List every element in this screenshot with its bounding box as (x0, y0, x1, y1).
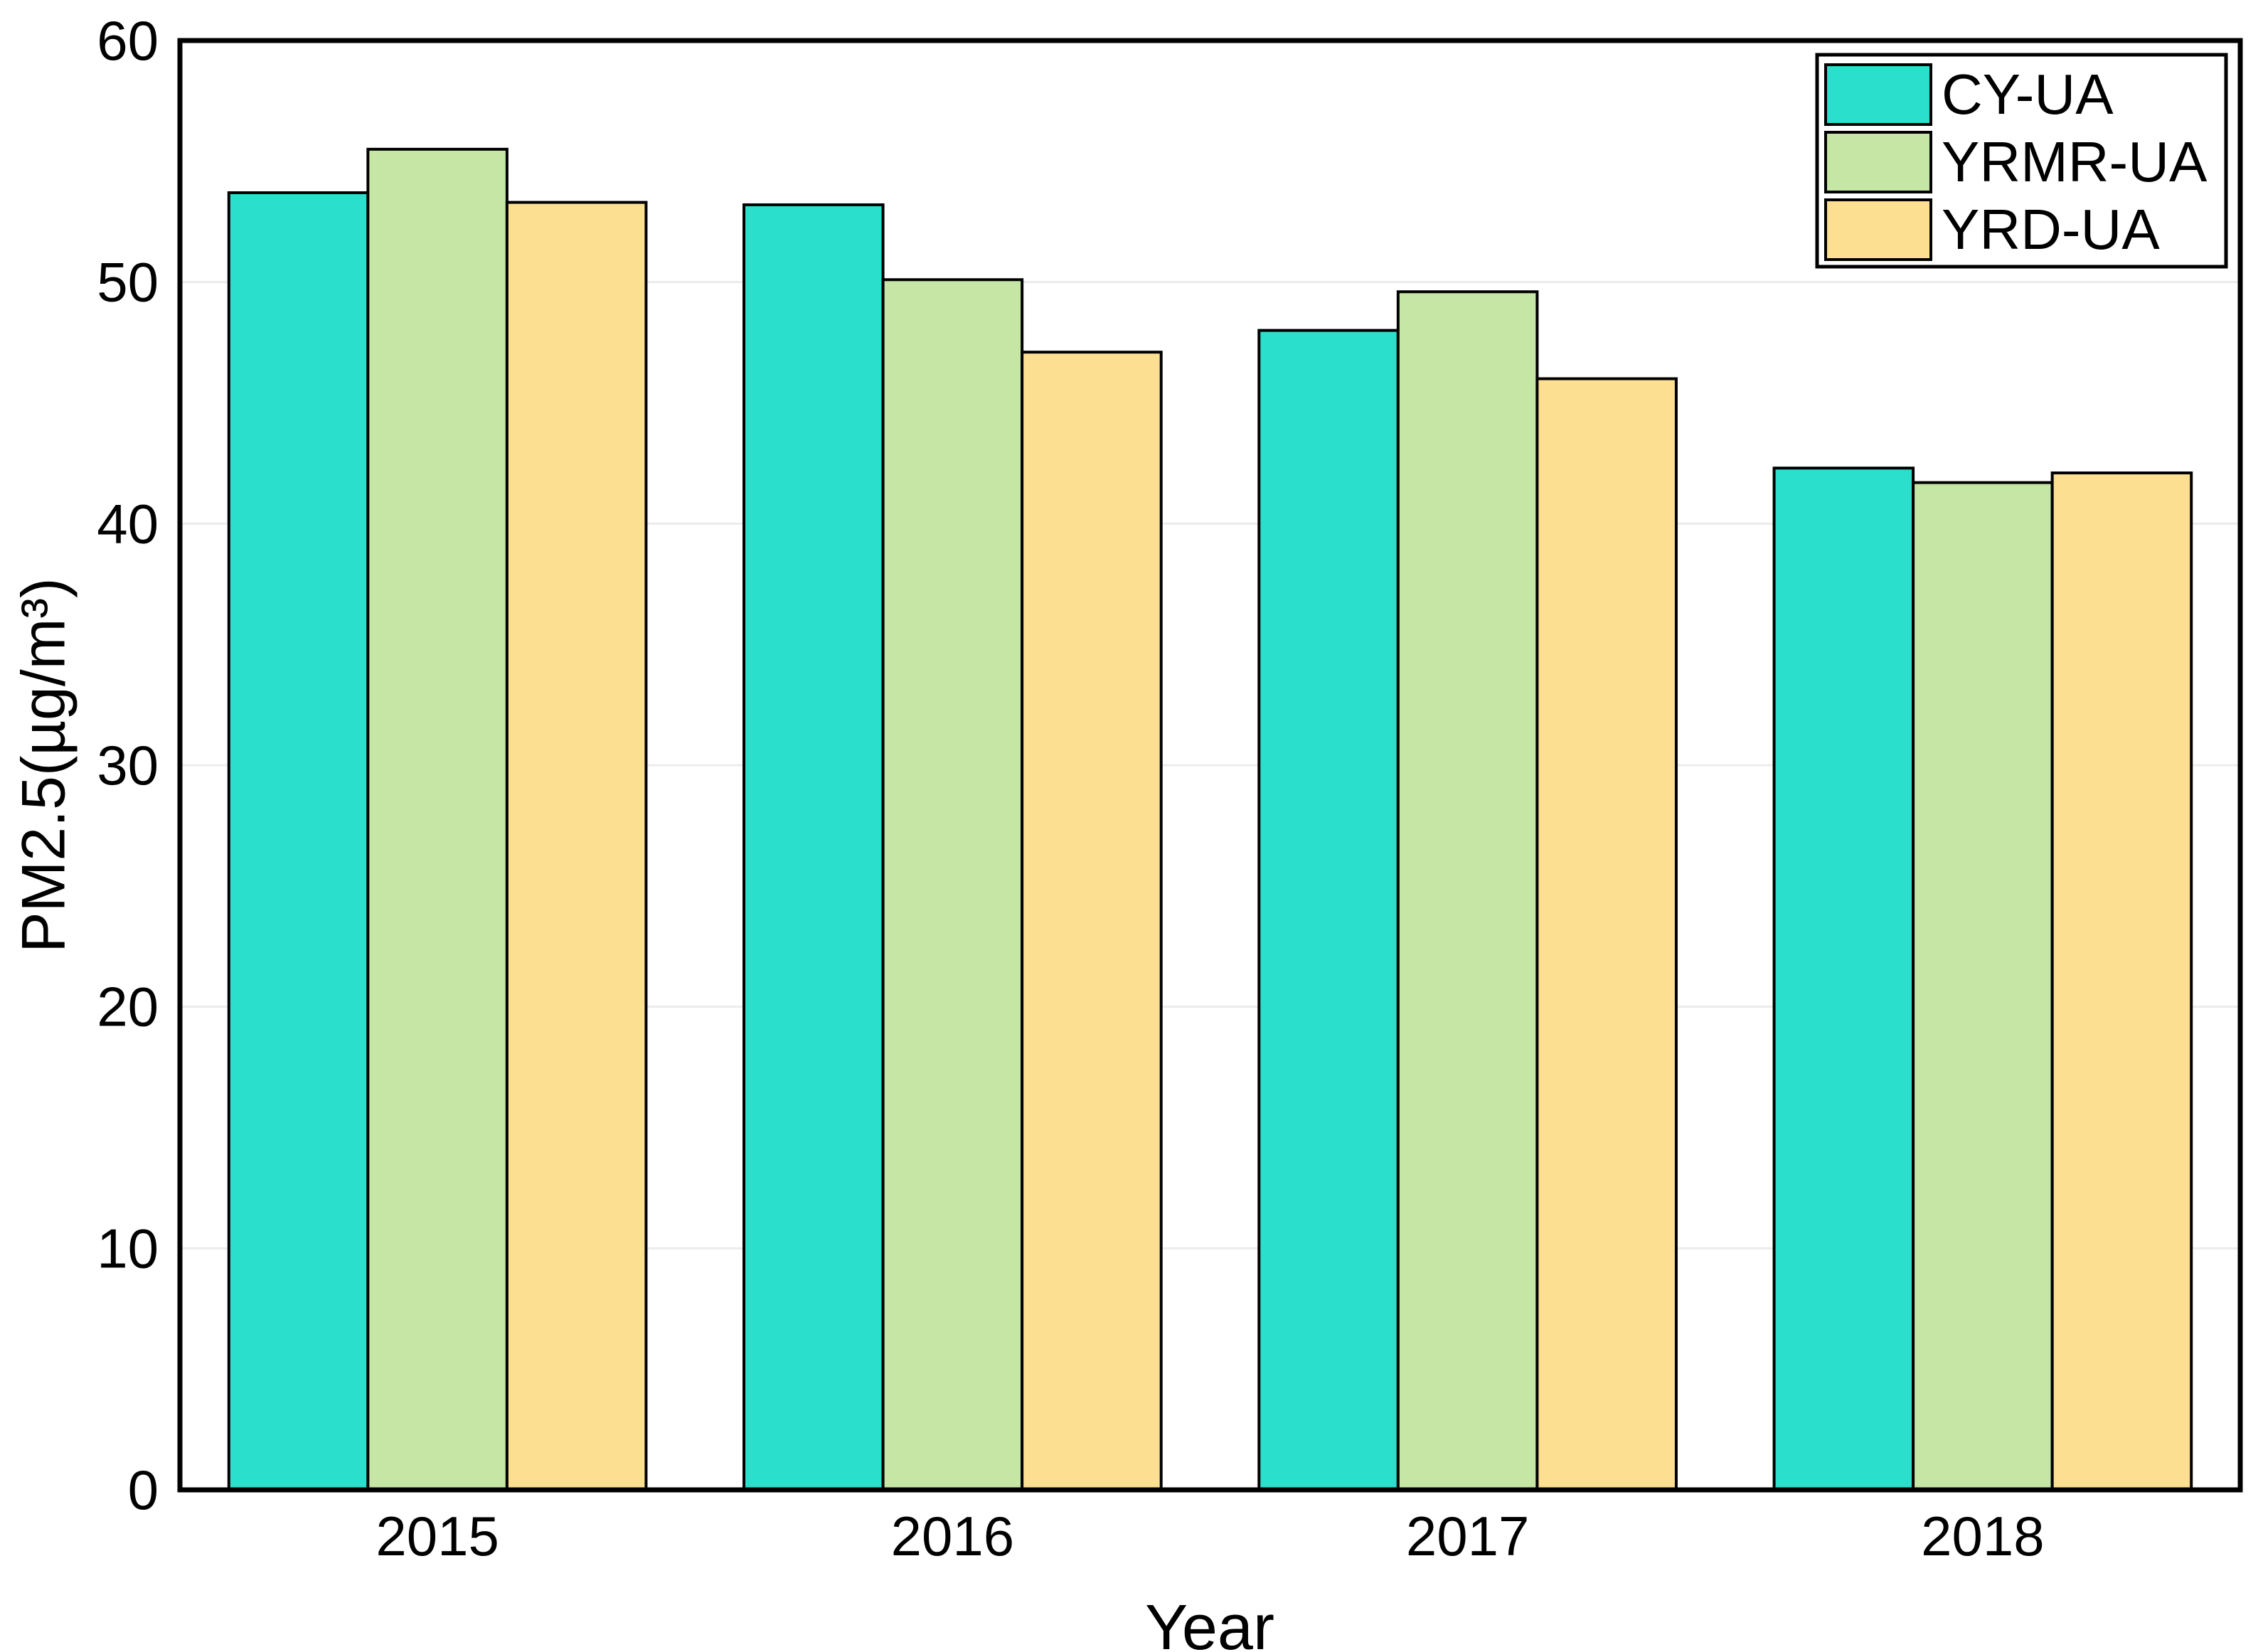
bar-2018-YRMR-UA (1912, 481, 2054, 1492)
y-tick-label-10: 10 (97, 1217, 159, 1279)
bar-2016-YRD-UA (1021, 351, 1163, 1491)
y-tick-label-40: 40 (97, 492, 159, 555)
y-axis-title: PM2.5(µg/m³) (9, 577, 78, 953)
y-tick-label-0: 0 (128, 1459, 159, 1521)
bar-2015-YRD-UA (505, 201, 648, 1491)
bar-2017-YRMR-UA (1396, 290, 1539, 1492)
bar-2018-YRD-UA (2050, 471, 2193, 1492)
bar-2015-CY-UA (227, 191, 370, 1491)
axis-frame (177, 38, 2243, 1493)
y-tick-label-20: 20 (97, 976, 159, 1038)
legend-label-YRD-UA: YRD-UA (1942, 198, 2160, 261)
legend-label-YRMR-UA: YRMR-UA (1942, 130, 2208, 193)
x-tick-label-2017: 2017 (1406, 1505, 1530, 1567)
bar-2016-CY-UA (742, 203, 885, 1491)
legend-label-CY-UA: CY-UA (1942, 63, 2114, 126)
x-tick-label-2018: 2018 (1921, 1505, 2045, 1567)
y-tick-label-60: 60 (97, 9, 159, 72)
bar-2018-CY-UA (1772, 467, 1915, 1492)
legend-swatch-YRMR-UA (1824, 131, 1932, 193)
x-axis-title: Year (1145, 1592, 1274, 1652)
bar-2016-YRMR-UA (881, 278, 1024, 1491)
bar-2017-YRD-UA (1535, 377, 1678, 1491)
legend-swatch-YRD-UA (1824, 198, 1932, 261)
legend-swatch-CY-UA (1824, 63, 1932, 126)
x-tick-label-2016: 2016 (891, 1505, 1015, 1567)
y-tick-label-30: 30 (97, 734, 159, 796)
x-tick-label-2015: 2015 (376, 1505, 499, 1567)
bar-2015-YRMR-UA (366, 147, 508, 1492)
bar-2017-CY-UA (1257, 329, 1400, 1492)
y-tick-label-50: 50 (97, 251, 159, 314)
